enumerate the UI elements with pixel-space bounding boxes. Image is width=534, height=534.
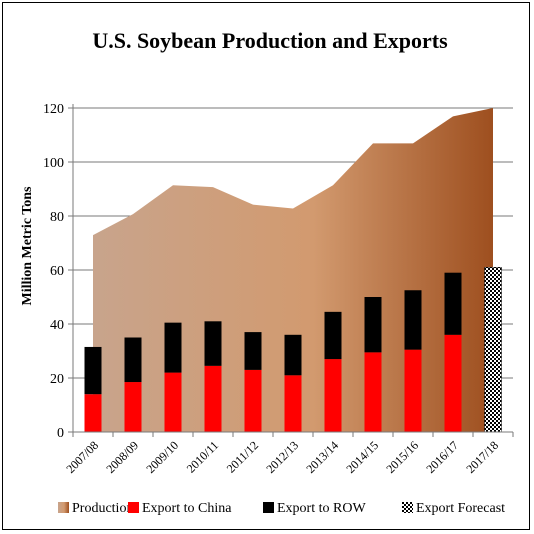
bar-export-row [284,334,302,376]
x-tick-label: 2014/15 [343,438,381,476]
legend-export-forecast-label: Export Forecast [416,501,505,516]
bar-export-china [124,382,142,432]
production-area [93,108,493,432]
bar-export-china [84,394,102,432]
legend-export-row-label: Export to ROW [277,501,366,516]
bar-export-china [204,365,222,432]
bar-export-row [124,337,142,383]
x-tick-label: 2007/08 [63,438,101,476]
bar-export-china [244,369,262,432]
x-tick-label: 2011/12 [224,438,261,475]
x-tick-label: 2010/11 [184,438,221,475]
x-tick-label: 2012/13 [263,438,301,476]
legend-export-forecast-swatch [402,502,413,513]
legend-export-row: Export to ROW [263,501,366,516]
legend-production-swatch [58,502,69,513]
legend-production: Production [58,501,133,516]
y-tick-label: 80 [50,210,64,225]
bar-export-china [404,349,422,432]
y-tick-label: 60 [50,264,64,279]
chart-title: U.S. Soybean Production and Exports [92,28,448,53]
x-tick-label: 2015/16 [383,438,421,476]
bar-export-row [84,346,102,395]
x-tick-label: 2009/10 [143,438,181,476]
y-axis-label: Million Metric Tons [20,186,35,306]
y-tick-label: 40 [50,318,64,333]
bar-export-china [364,352,382,432]
x-tick-label: 2016/17 [423,438,461,476]
bar-export-row [364,297,382,353]
bar-export-row [244,332,262,370]
bar-export-china [324,359,342,432]
x-tick-label: 2008/09 [103,438,141,476]
production-area-layer [93,108,493,432]
y-tick-label: 20 [50,372,64,387]
bar-export-row [324,311,342,360]
bar-export-china [444,334,462,432]
legend-export-china-label: Export to China [142,501,232,516]
bars-layer [84,267,502,433]
legend: Production Export to China Export to ROW Ex… [58,501,505,516]
bar-export-china [284,375,302,432]
bar-export-forecast [484,267,502,433]
y-tick-label: 100 [43,156,64,171]
bar-export-row [444,272,462,335]
legend-export-china-swatch [128,502,139,513]
x-tick-label: 2013/14 [303,438,341,476]
legend-export-china: Export to China [128,501,232,516]
y-tick-label: 120 [43,102,64,117]
bar-export-china [164,372,182,432]
x-tick-label: 2017/18 [463,438,501,476]
bar-export-row [404,290,422,350]
legend-export-row-swatch [263,502,274,513]
bar-export-row [164,322,182,373]
y-tick-label: 0 [57,426,64,441]
bar-export-row [204,321,222,366]
legend-production-label: Production [72,501,133,516]
legend-export-forecast: Export Forecast [402,501,505,516]
